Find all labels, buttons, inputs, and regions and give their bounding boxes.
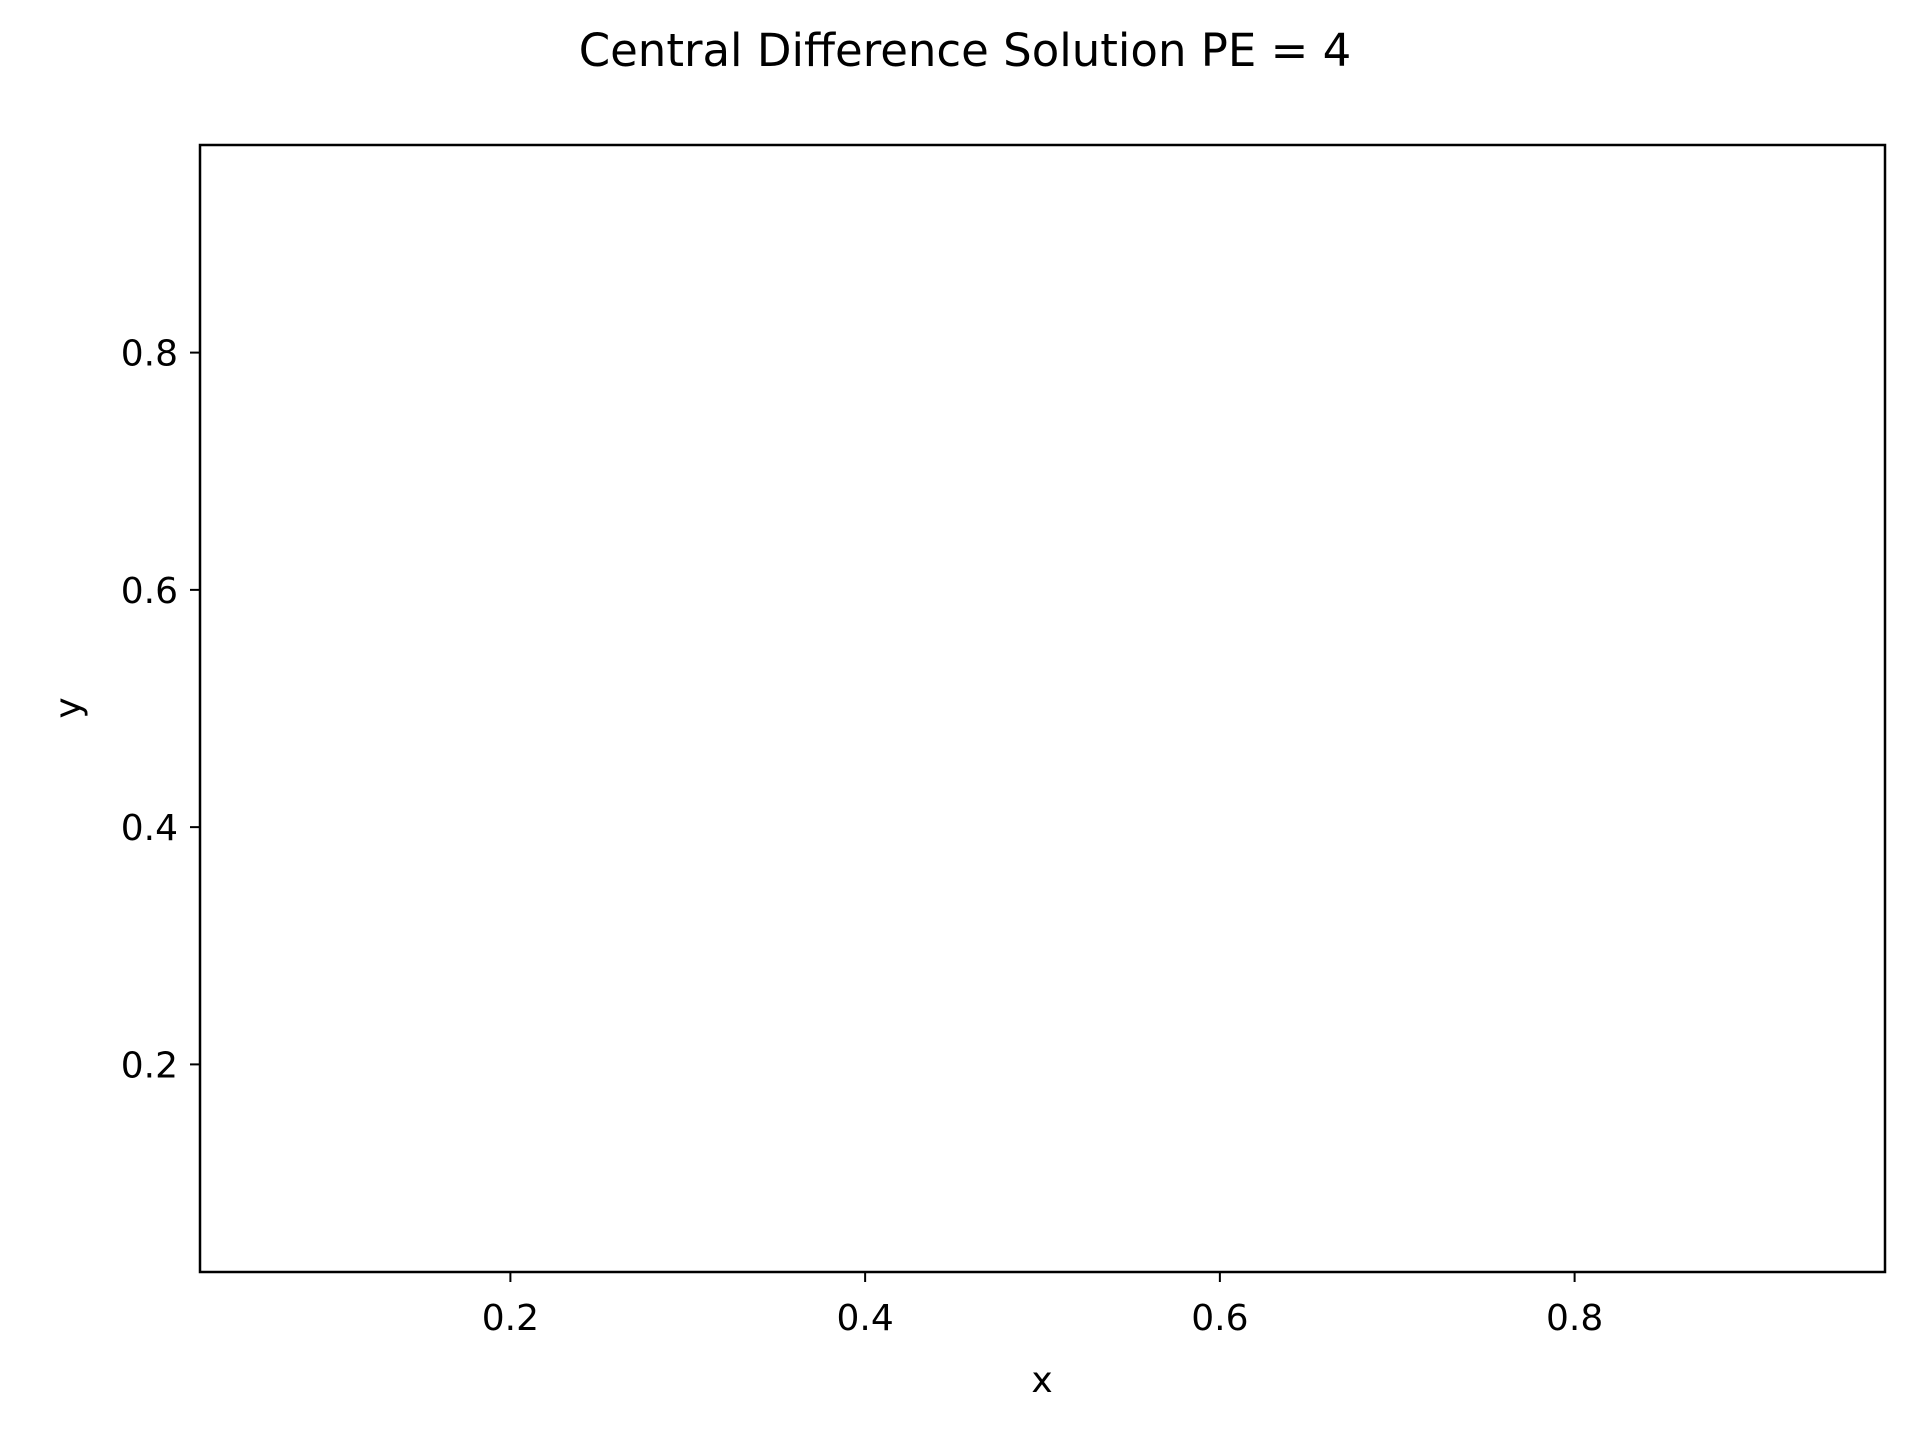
y-axis-label: y [48, 697, 89, 718]
x-axis-label: x [1031, 1360, 1052, 1401]
y-axis-ticks: 0.2 0.4 0.6 0.8 [121, 334, 200, 1086]
x-tick-label: 0.6 [1191, 1298, 1248, 1339]
y-tick-label: 0.4 [121, 808, 178, 849]
x-axis-ticks: 0.2 0.4 0.6 0.8 [482, 1272, 1603, 1339]
x-tick-label: 0.2 [482, 1298, 539, 1339]
plot-area [198, 143, 1887, 1274]
y-tick-label: 0.6 [121, 571, 178, 612]
x-tick-label: 0.4 [836, 1298, 893, 1339]
chart-title: Central Difference Solution PE = 4 [579, 24, 1352, 77]
y-tick-label: 0.2 [121, 1045, 178, 1086]
y-tick-label: 0.8 [121, 334, 178, 375]
x-tick-label: 0.8 [1546, 1298, 1603, 1339]
